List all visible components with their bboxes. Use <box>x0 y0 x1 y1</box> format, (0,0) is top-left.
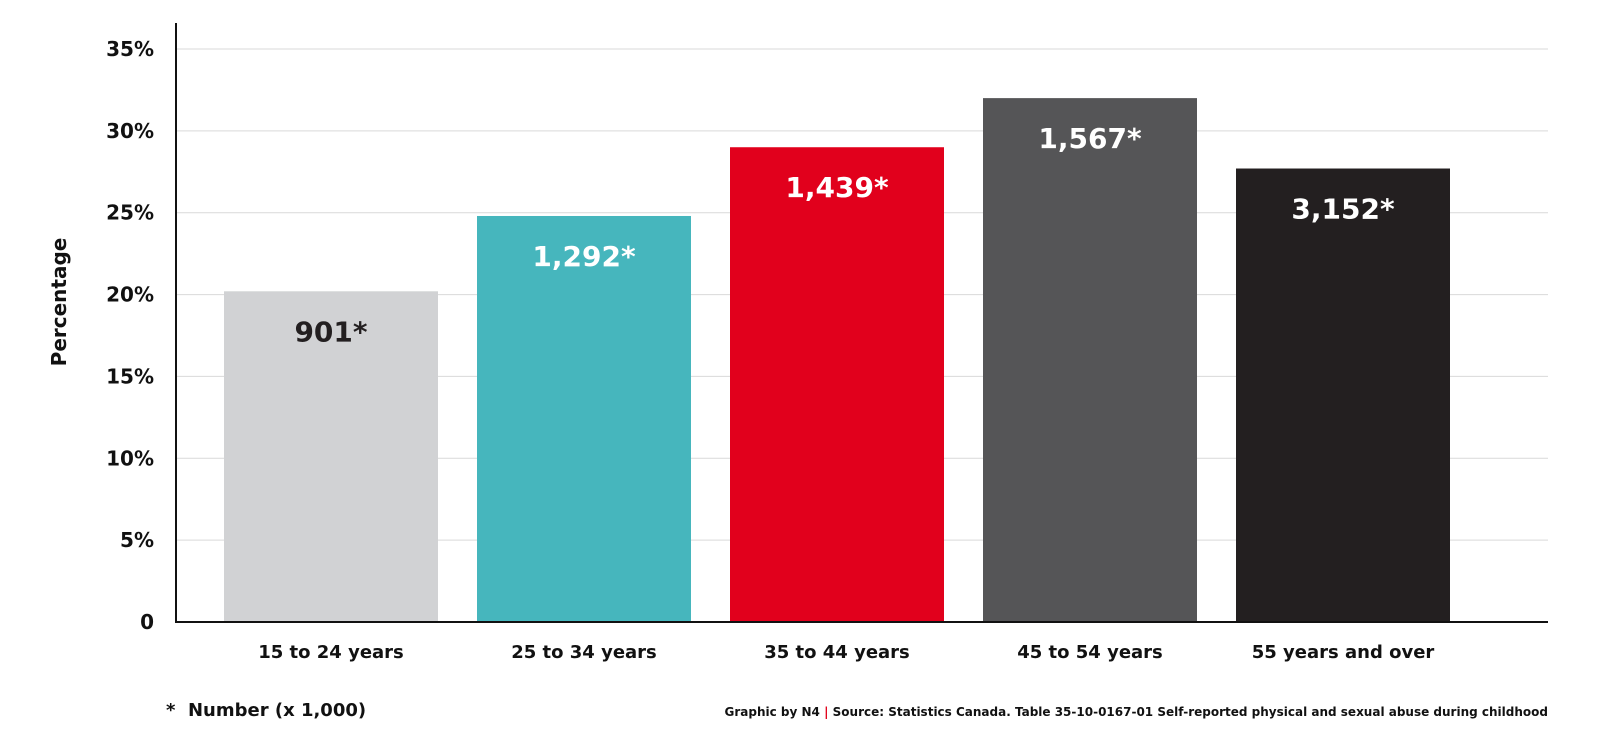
data-label: 901* <box>294 315 367 348</box>
y-tick-label: 20% <box>106 283 154 307</box>
y-tick-label: 25% <box>106 201 154 225</box>
y-tick-label: 0 <box>140 610 154 634</box>
x-tick-label: 45 to 54 years <box>1017 642 1163 663</box>
x-tick-label: 55 years and over <box>1252 642 1435 663</box>
footnote-text: Number (x 1,000) <box>187 700 367 721</box>
x-tick-label: 25 to 34 years <box>511 642 657 663</box>
labels: 0 5% 10% 15% 20% 25% 30% 35% 901* 15 to 24 years 1… <box>106 37 1434 663</box>
bar <box>983 98 1197 623</box>
bar <box>730 147 944 622</box>
data-label: 1,439* <box>785 171 889 204</box>
y-tick-label: 5% <box>120 528 154 552</box>
bar <box>477 215 691 622</box>
source-separator: | <box>824 705 829 719</box>
data-label: 1,292* <box>532 240 636 273</box>
y-tick-label: 35% <box>106 37 154 61</box>
x-tick-label: 35 to 44 years <box>764 642 910 663</box>
y-axis-title: Percentage <box>47 238 71 367</box>
bar <box>1236 168 1450 623</box>
data-label: 1,567* <box>1038 122 1142 155</box>
source-credit: Graphic by N4 | Source: Statistics Canad… <box>725 705 1549 719</box>
y-tick-label: 10% <box>106 446 154 470</box>
footnote: * Number (x 1,000) <box>166 700 366 721</box>
x-tick-label: 15 to 24 years <box>258 642 404 663</box>
source-text: Source: Statistics Canada. Table 35-10-0… <box>832 705 1548 719</box>
axes <box>175 23 1548 623</box>
data-label: 3,152* <box>1291 193 1395 226</box>
graphic-credit: Graphic by N4 <box>724 705 820 719</box>
bar <box>224 291 438 622</box>
footnote-asterisk: * <box>166 700 176 721</box>
y-tick-label: 15% <box>106 364 154 388</box>
y-tick-label: 30% <box>106 119 154 143</box>
bars <box>224 98 1450 623</box>
